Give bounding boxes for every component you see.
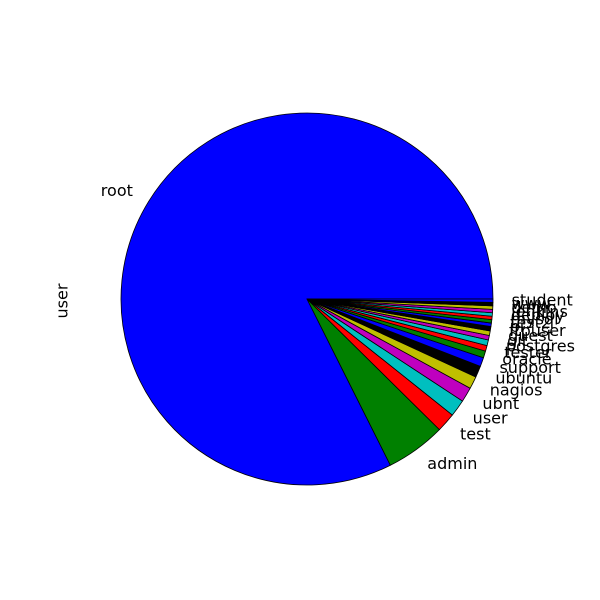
pie-label-guest: guest — [508, 326, 553, 345]
pie-label-user: user — [473, 409, 508, 428]
pie-label-test: test — [460, 424, 491, 443]
pie-slice-student — [306, 298, 494, 303]
pie-labels: root admin testuserubntnagiosubuntusupport… — [101, 181, 575, 473]
pie-label-student: student — [512, 290, 573, 309]
pie-label-tester: tester — [504, 343, 552, 362]
pie-label-jenkins: jenkins — [510, 302, 568, 321]
y-axis-label: user — [53, 283, 72, 318]
pie-label-ftpuser: ftpuser — [509, 321, 566, 340]
pie-label-support: support — [499, 358, 560, 377]
pie-label-pi: pi — [510, 317, 525, 336]
pie-label-test2: test2 — [510, 313, 551, 332]
pie-slices — [120, 112, 494, 486]
pie-label-deploy: deploy — [511, 306, 565, 325]
pie-label-postgres: postgres — [506, 337, 575, 356]
pie-label-oracle: oracle — [502, 349, 551, 368]
pie-label-root: root — [101, 181, 133, 200]
pie-label-admin: admin — [427, 454, 477, 473]
pie-label-nagios: nagios — [490, 381, 543, 400]
pie-label-git: git — [507, 331, 528, 350]
pie-label-ubuntu: ubuntu — [495, 368, 552, 387]
pie-label-www: www — [512, 294, 551, 313]
pie-label-demo: demo — [511, 298, 556, 317]
pie-label-ubnt: ubnt — [482, 394, 519, 413]
pie-label-mysql: mysql — [511, 309, 559, 328]
